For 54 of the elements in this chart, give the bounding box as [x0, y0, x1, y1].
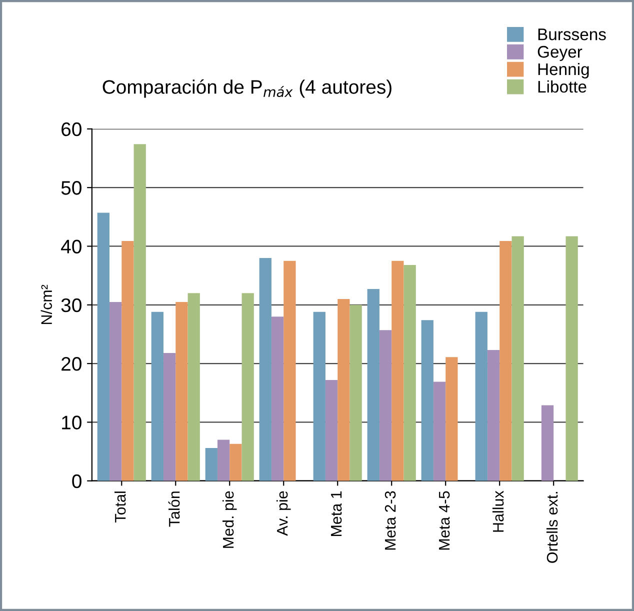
bar — [122, 240, 134, 481]
x-tick-label: Talón — [168, 492, 180, 527]
bar — [313, 312, 326, 481]
legend-label: Geyer — [538, 46, 582, 62]
bar — [176, 302, 188, 481]
bar — [97, 212, 110, 481]
bar — [367, 289, 380, 481]
bar — [487, 350, 500, 481]
bar — [338, 299, 350, 481]
bar — [392, 260, 404, 481]
y-tick-label: 60 — [62, 122, 82, 136]
bar — [109, 302, 122, 481]
bar — [421, 320, 434, 481]
legend-label: Libotte — [538, 80, 586, 93]
bar — [500, 240, 512, 481]
y-tick-label: 20 — [62, 357, 82, 371]
bar — [541, 405, 554, 481]
x-tick-label: Med. pie — [222, 491, 237, 548]
bar — [325, 380, 338, 481]
y-tick-label: 10 — [62, 416, 82, 430]
bar — [134, 144, 146, 481]
x-tick-label: Meta 2-3 — [384, 491, 396, 550]
bar — [512, 236, 524, 481]
bar — [230, 444, 242, 481]
bar — [446, 357, 458, 481]
bar — [433, 382, 446, 481]
x-tick-label: Av. pie — [276, 491, 291, 536]
bar — [242, 293, 254, 481]
bar — [217, 440, 230, 481]
y-tick-label: 30 — [61, 298, 82, 312]
chart-title: Comparación de P$_{máx}$ (4 autores) — [102, 79, 392, 98]
bar — [259, 258, 272, 481]
bar — [566, 236, 578, 481]
y-tick-label: 0 — [72, 474, 82, 488]
x-tick-label: Hallux — [492, 490, 504, 532]
x-tick-label: Meta 4-5 — [439, 491, 450, 550]
bar — [350, 304, 362, 481]
bar — [205, 448, 218, 481]
bar — [151, 312, 164, 481]
bar — [188, 293, 200, 481]
legend-label: Burssens — [538, 28, 606, 40]
legend-label: Hennig — [538, 62, 589, 78]
bar — [271, 316, 284, 481]
bar — [284, 260, 296, 481]
y-tick-label: 40 — [61, 240, 82, 254]
bar — [475, 312, 488, 481]
x-tick-label: Meta 1 — [331, 491, 342, 536]
x-tick-label: Total — [114, 492, 126, 522]
bar — [404, 265, 416, 481]
bar — [379, 330, 392, 481]
y-tick-label: 50 — [61, 181, 82, 195]
y-axis-title: N/cm² — [40, 284, 52, 324]
bar — [163, 352, 176, 481]
x-tick-label: Ortells ext. — [546, 492, 558, 563]
